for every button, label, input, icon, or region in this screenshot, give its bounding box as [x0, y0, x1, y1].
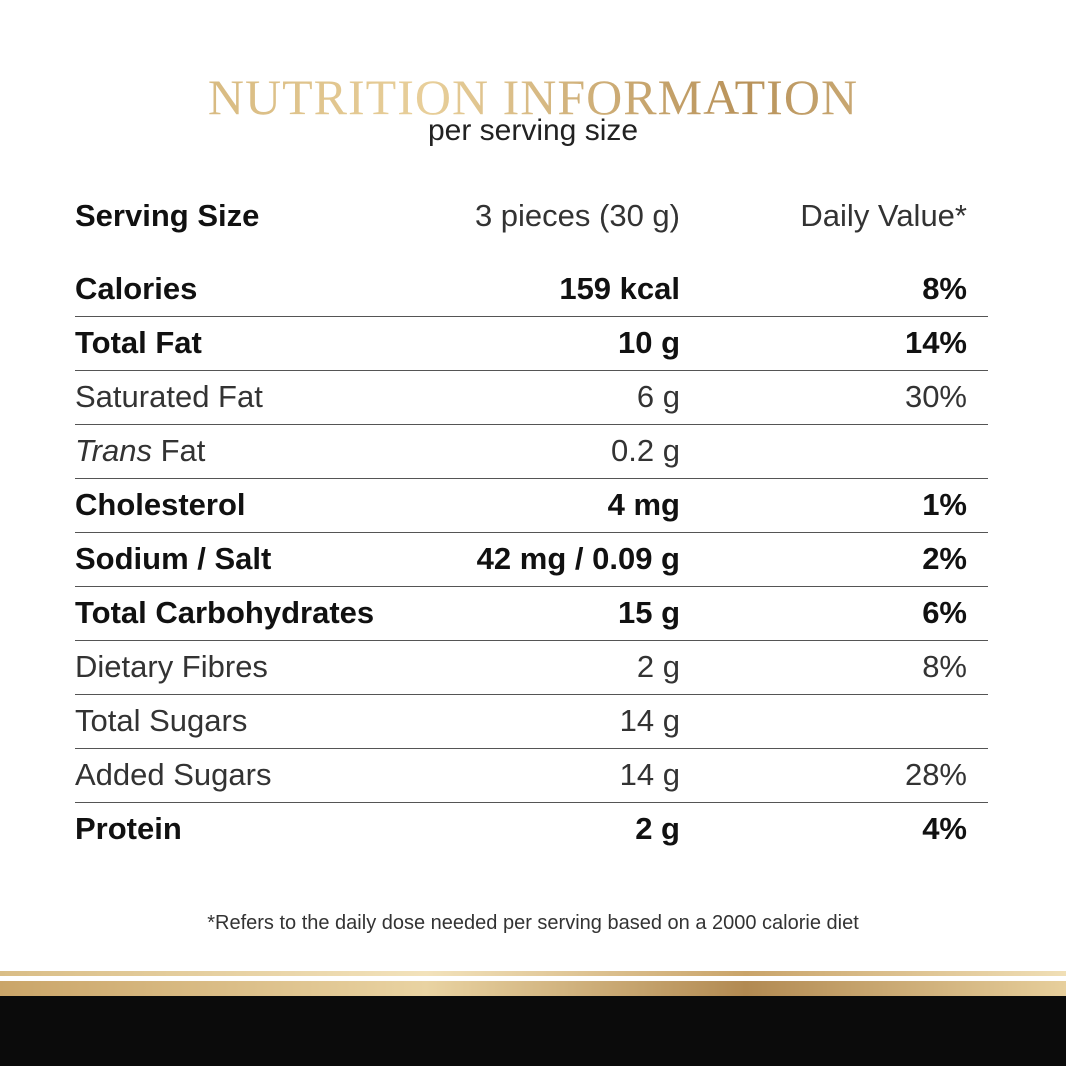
text: Fat — [160, 433, 206, 468]
footnote: *Refers to the daily dose needed per ser… — [207, 912, 859, 934]
black-band — [0, 996, 1066, 1066]
cell: 15 g — [617, 595, 680, 630]
table-row: Protein 2 g 4% — [75, 803, 988, 857]
cell: 14 g — [619, 703, 680, 738]
cell: 8% — [922, 271, 967, 306]
cell: 14% — [904, 325, 967, 360]
cell: Total Carbohydrates — [75, 595, 375, 630]
subtitle: per serving size — [427, 114, 639, 147]
cell: 8% — [922, 649, 967, 684]
cell: Saturated Fat — [75, 379, 263, 414]
header-row: Serving Size 3 pieces (30 g) Daily Value… — [75, 190, 988, 244]
cell: Total Sugars — [75, 703, 248, 738]
table-row: Saturated Fat 6 g 30% — [75, 371, 988, 425]
cell: 6% — [922, 595, 967, 630]
cell: Daily Value* — [800, 198, 967, 233]
cell: 4 mg — [607, 487, 680, 522]
table-row: Total Fat 10 g 14% — [75, 317, 988, 371]
cell: Trans Fat — [75, 425, 205, 477]
cell: 4% — [922, 811, 967, 846]
table-row: Added Sugars 14 g 28% — [75, 749, 988, 803]
cell: 30% — [904, 379, 967, 414]
cell: Calories — [75, 271, 198, 306]
gold-stripe — [0, 971, 1066, 976]
cell: Sodium / Salt — [75, 541, 272, 576]
table-row: Total Carbohydrates 15 g 6% — [75, 587, 988, 641]
gold-stripe — [0, 981, 1066, 996]
cell: Dietary Fibres — [75, 649, 268, 684]
cell: 14 g — [619, 757, 680, 792]
table-row: Cholesterol 4 mg 1% — [75, 479, 988, 533]
cell: 159 kcal — [559, 271, 680, 306]
cell: Protein — [75, 811, 182, 846]
cell: 10 g — [617, 325, 680, 360]
cell: Added Sugars — [75, 757, 272, 792]
cell: 2 g — [636, 649, 680, 684]
cell: Serving Size — [75, 198, 260, 233]
cell: 3 pieces (30 g) — [474, 198, 680, 233]
cell: 1% — [922, 487, 967, 522]
table-row: Dietary Fibres 2 g 8% — [75, 641, 988, 695]
italic-text: Trans — [75, 433, 152, 468]
cell: Total Fat — [75, 325, 202, 360]
table-row: Trans Fat 0.2 g — [75, 425, 988, 479]
cell: 2% — [922, 541, 967, 576]
cell: 42 mg / 0.09 g — [476, 541, 680, 576]
table-row: Calories 159 kcal 8% — [75, 263, 988, 317]
cell: 0.2 g — [611, 433, 680, 468]
table-row: Total Sugars 14 g — [75, 695, 988, 749]
cell: 28% — [904, 757, 967, 792]
title: NUTRITION INFORMATION — [0, 68, 1066, 126]
cell: Cholesterol — [75, 487, 246, 522]
cell: 6 g — [636, 379, 680, 414]
cell: 2 g — [635, 811, 680, 846]
table-row: Sodium / Salt 42 mg / 0.09 g 2% — [75, 533, 988, 587]
